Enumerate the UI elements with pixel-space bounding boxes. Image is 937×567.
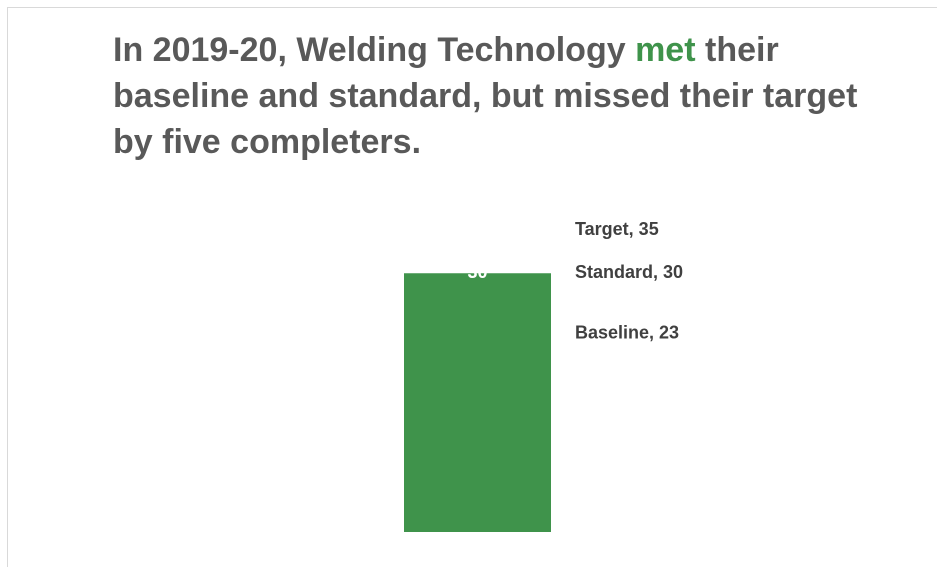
bar xyxy=(404,273,551,532)
title-text: their baseline and standard, but missed … xyxy=(113,31,858,161)
annotation: Baseline, 23 xyxy=(575,322,679,342)
annotation: Standard, 30 xyxy=(575,262,683,282)
annotation: Target, 35 xyxy=(575,219,659,239)
title-highlight: met xyxy=(635,31,696,69)
value-label: 30 xyxy=(467,262,487,282)
title-text: In 2019-20, Welding Technology xyxy=(113,31,626,69)
chart-title: In 2019-20, Welding Technology met their… xyxy=(113,27,873,165)
frame xyxy=(7,7,937,567)
